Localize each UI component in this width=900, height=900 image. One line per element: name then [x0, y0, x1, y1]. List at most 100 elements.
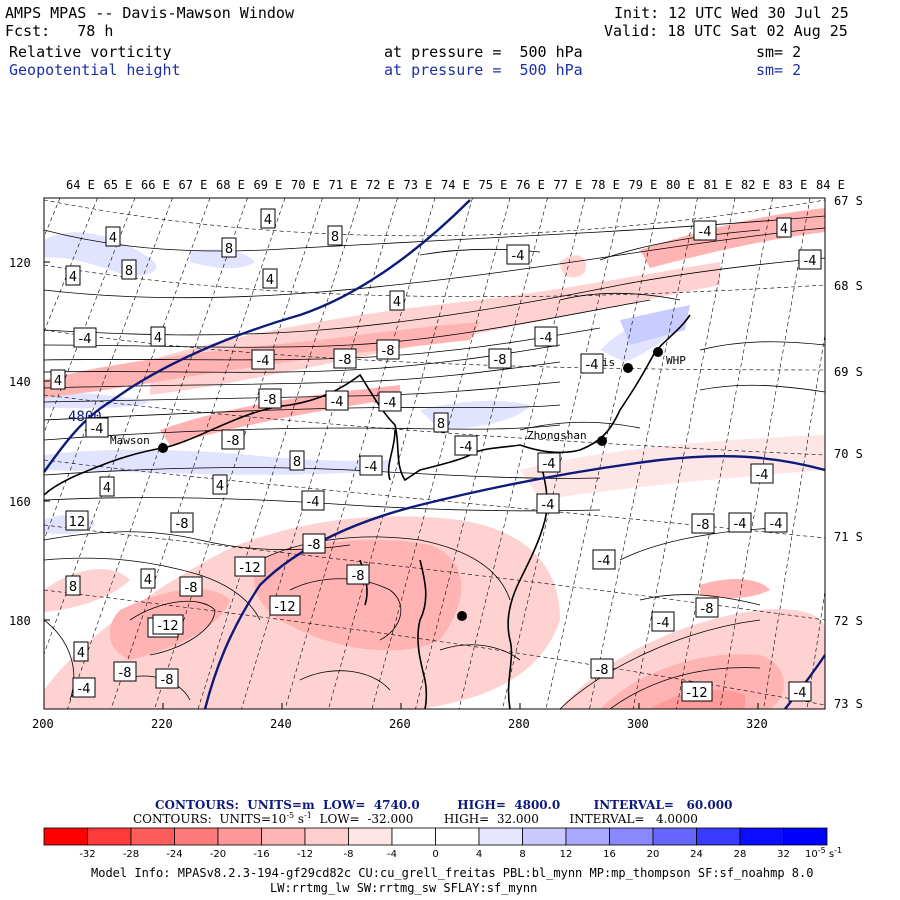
vorticity-contour-label: -12	[152, 614, 184, 635]
vorticity-contour-label: -4	[72, 677, 96, 698]
colorbar-swatch	[522, 827, 567, 846]
meridian-line	[676, 198, 773, 709]
station-label-mawson: Mawson	[110, 434, 150, 447]
svg-text:-12: -12	[274, 600, 295, 615]
meridian-line	[589, 198, 698, 709]
svg-text:4: 4	[69, 270, 77, 285]
vorticity-contour-label: -8	[695, 597, 719, 618]
svg-text:-8: -8	[352, 569, 365, 584]
colorbar-label: 24	[690, 849, 703, 860]
axis-labels: 64 E 65 E 66 E 67 E 68 E 69 E 70 E 71 E 72 E 73 E…	[9, 178, 863, 731]
colorbar-swatch	[435, 827, 480, 846]
lon-label: 67 E	[179, 178, 208, 192]
svg-text:4: 4	[77, 646, 85, 661]
svg-text:-8: -8	[494, 353, 507, 368]
vorticity-contour-label: 4	[105, 226, 121, 247]
svg-text:-8: -8	[119, 666, 132, 681]
svg-text:4: 4	[109, 231, 117, 246]
vorticity-contour-label: 4	[99, 476, 115, 497]
vorticity-contour-label: -8	[221, 429, 245, 450]
lon-label: 69 E	[254, 178, 283, 192]
svg-text:-4: -4	[512, 249, 525, 264]
x-tick-label: 220	[151, 717, 173, 731]
station-marker-davis	[623, 363, 633, 373]
y-tick-label: 180	[9, 614, 31, 628]
meridian-line	[197, 198, 361, 709]
svg-text:4: 4	[103, 481, 111, 496]
vorticity-contour-label: -4	[251, 349, 275, 370]
model-info-line1: Model Info: MPASv8.2.3-194-gf29cd82c CU:…	[91, 866, 814, 880]
vorticity-contour-label: -8	[113, 661, 137, 682]
svg-text:-8: -8	[339, 353, 352, 368]
vorticity-contour-label: -4	[728, 512, 752, 533]
vorticity-contour-label: -4	[85, 417, 109, 438]
colorbar-label: -4	[387, 849, 397, 860]
lon-label: 81 E	[704, 178, 733, 192]
vorticity-contour-label: 4	[262, 268, 278, 289]
field1-level: at pressure = 500 hPa	[384, 43, 583, 61]
meridian-lines	[44, 198, 825, 709]
vorticity-contour-label: -4	[378, 391, 402, 412]
forecast-hour: Fcst: 78 h	[5, 22, 114, 40]
x-tick-label: 280	[508, 717, 530, 731]
vorticity-contour-label: 12	[65, 510, 89, 531]
vorticity-contour-label: -4	[750, 463, 774, 484]
field2-smoothing: sm= 2	[756, 61, 802, 79]
lon-label: 74 E	[441, 178, 470, 192]
meridian-line	[110, 198, 286, 709]
svg-text:4: 4	[154, 331, 162, 346]
vorticity-contour-label: -4	[325, 390, 349, 411]
colorbar-label: 16	[603, 849, 616, 860]
colorbar-swatch	[478, 827, 523, 846]
lon-label: 84 E	[816, 178, 845, 192]
colorbar-label: 0	[432, 849, 438, 860]
map-frame	[43, 197, 826, 710]
svg-text:8: 8	[225, 242, 233, 257]
svg-text:-4: -4	[91, 422, 104, 437]
colorbar-label: -24	[166, 849, 182, 860]
vorticity-contour-label: -4	[534, 326, 558, 347]
geopotential-height-contours	[44, 199, 825, 709]
colorbar-label: -16	[253, 849, 269, 860]
svg-text:-4: -4	[543, 457, 556, 472]
station-marker-zhongshan	[597, 436, 607, 446]
vorticity-contour-label: -8	[179, 576, 203, 597]
x-tick-label: 200	[32, 717, 54, 731]
lon-label: 66 E	[141, 178, 170, 192]
x-tick-label: 240	[270, 717, 292, 731]
station-label-zhongshan: Zhongshan	[527, 429, 587, 442]
svg-text:-4: -4	[699, 225, 712, 240]
svg-text:4: 4	[144, 573, 152, 588]
vorticity-contour-label: 4	[260, 208, 276, 229]
svg-text:-12: -12	[686, 686, 707, 701]
x-tick-label: 320	[746, 717, 768, 731]
y-tick-label: 120	[9, 256, 31, 270]
lon-label: 73 E	[404, 178, 433, 192]
lon-label: 77 E	[554, 178, 583, 192]
colorbar-label: -12	[297, 849, 313, 860]
meridian-line	[371, 198, 511, 709]
field1-smoothing: sm= 2	[756, 43, 802, 61]
svg-text:-8: -8	[185, 581, 198, 596]
x-tick-label: 260	[389, 717, 411, 731]
svg-text:-8: -8	[308, 538, 321, 553]
svg-text:4: 4	[780, 222, 788, 237]
vort-legend-range: LOW= -32.000 HIGH= 32.000 INTERVAL= 4.00…	[311, 812, 698, 826]
model-info-line2: LW:rrtmg_lw SW:rrtmg_sw SFLAY:sf_mynn	[270, 881, 538, 895]
colorbar-swatch	[391, 827, 436, 846]
map-plot-area	[44, 198, 825, 709]
vorticity-contour-label: -12	[681, 681, 713, 702]
vort-legend-exp: -5	[286, 811, 295, 820]
svg-text:-8: -8	[697, 518, 710, 533]
svg-text:-4: -4	[598, 554, 611, 569]
meridian-line	[44, 198, 98, 333]
vorticity-contour-label: -4	[788, 681, 812, 702]
lon-label: 70 E	[291, 178, 320, 192]
vorticity-contour-label: 8	[327, 225, 343, 246]
meridian-line	[415, 198, 548, 709]
svg-text:-8: -8	[161, 673, 174, 688]
svg-text:8: 8	[331, 230, 339, 245]
vorticity-contour-label: -8	[170, 512, 194, 533]
colorbar-label: -32	[79, 849, 95, 860]
svg-text:-4: -4	[542, 498, 555, 513]
